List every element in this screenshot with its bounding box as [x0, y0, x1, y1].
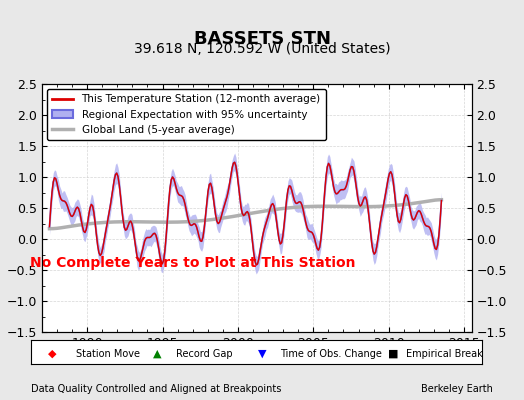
- Text: ▲: ▲: [153, 349, 161, 359]
- Text: 39.618 N, 120.592 W (United States): 39.618 N, 120.592 W (United States): [134, 42, 390, 56]
- Text: ◆: ◆: [48, 349, 57, 359]
- Text: Berkeley Earth: Berkeley Earth: [421, 384, 493, 394]
- Legend: This Temperature Station (12-month average), Regional Expectation with 95% uncer: This Temperature Station (12-month avera…: [47, 89, 326, 140]
- Text: Empirical Break: Empirical Break: [406, 349, 483, 359]
- Text: BASSETS STN: BASSETS STN: [193, 30, 331, 48]
- Text: Station Move: Station Move: [76, 349, 140, 359]
- Text: ■: ■: [388, 349, 398, 359]
- Text: Record Gap: Record Gap: [176, 349, 232, 359]
- Text: No Complete Years to Plot at This Station: No Complete Years to Plot at This Statio…: [29, 256, 355, 270]
- Text: Time of Obs. Change: Time of Obs. Change: [280, 349, 382, 359]
- Text: Data Quality Controlled and Aligned at Breakpoints: Data Quality Controlled and Aligned at B…: [31, 384, 282, 394]
- Text: ▼: ▼: [258, 349, 266, 359]
